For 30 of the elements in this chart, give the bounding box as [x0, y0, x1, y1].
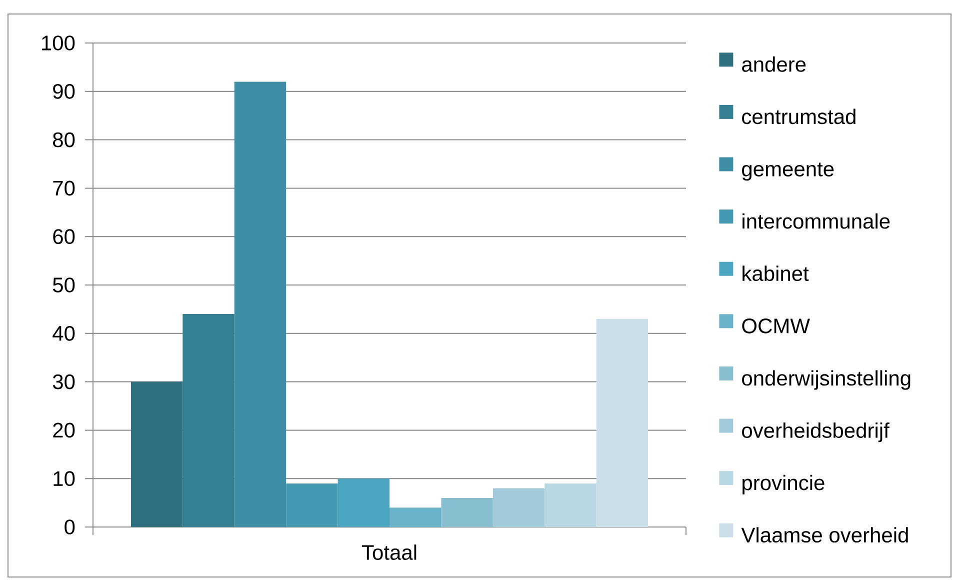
legend-label: kabinet — [742, 266, 809, 282]
legend-label: intercommunale — [742, 213, 890, 229]
bar — [338, 478, 390, 527]
y-tick-label: 40 — [52, 326, 75, 341]
bar — [182, 314, 234, 527]
bar — [130, 382, 183, 527]
bar — [596, 318, 648, 527]
y-tick-label: 30 — [52, 374, 75, 390]
y-tick-label: 50 — [52, 278, 75, 292]
y-tick-label: 90 — [53, 84, 75, 99]
legend-label: andere — [742, 56, 806, 72]
y-tick-label: 60 — [53, 229, 75, 244]
y-tick-label: 10 — [54, 471, 75, 486]
bar — [544, 483, 596, 527]
y-tick-label: 0 — [64, 520, 75, 534]
y-tick-label: 100 — [42, 36, 75, 50]
y-tick-label: 70 — [53, 180, 75, 196]
legend-label: gemeente — [742, 162, 834, 181]
y-tick-label: 80 — [53, 132, 75, 148]
y-tick-label: 20 — [53, 422, 75, 438]
legend-label: overheidsbedrijf — [742, 422, 890, 442]
legend-label: centrumstad — [742, 108, 856, 124]
legend-label: provincie — [742, 474, 824, 494]
bar — [492, 488, 545, 527]
legend-label: Vlaamse overheid — [741, 527, 908, 543]
bar — [441, 498, 493, 527]
legend-label: onderwijsinstelling — [742, 370, 910, 390]
legend-label: OCMW — [742, 318, 810, 334]
bar — [390, 508, 442, 527]
x-tick-label: Totaal — [362, 544, 416, 560]
